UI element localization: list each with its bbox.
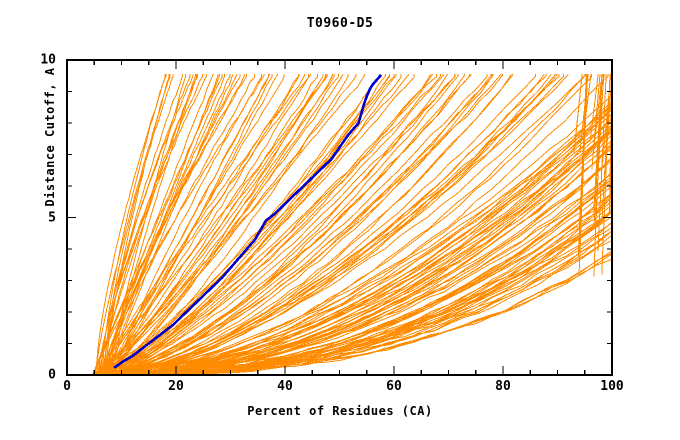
x-tick-label: 80: [495, 379, 511, 394]
x-axis-title: Percent of Residues (CA): [247, 404, 433, 418]
y-tick-label: 0: [48, 367, 56, 383]
x-tick-label: 0: [63, 379, 71, 394]
x-tick-label: 40: [277, 379, 293, 394]
x-tick-label: 20: [168, 379, 184, 394]
y-tick-label: 5: [48, 210, 56, 225]
x-tick-label: 100: [600, 379, 624, 394]
axis-frame: [66, 59, 613, 376]
highlight-curve: [113, 74, 382, 369]
chart-title: T0960-D5: [306, 16, 374, 31]
ensemble-curves: [91, 73, 613, 376]
y-tick-label: 10: [40, 52, 56, 68]
x-tick-label: 60: [386, 379, 402, 394]
